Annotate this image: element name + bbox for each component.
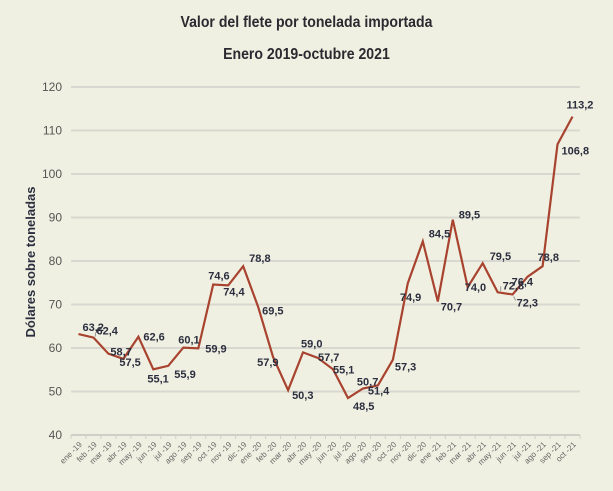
label-leader-line xyxy=(513,296,517,301)
data-label: 106,8 xyxy=(562,145,590,157)
y-tick-label: 90 xyxy=(49,211,63,225)
data-label: 50,3 xyxy=(292,390,313,402)
data-label: 74,4 xyxy=(223,286,245,298)
data-label: 48,5 xyxy=(353,401,374,413)
data-label: 51,4 xyxy=(368,385,390,397)
data-label: 72,3 xyxy=(517,297,538,309)
data-label: 74,0 xyxy=(465,282,486,294)
data-label: 113,2 xyxy=(567,100,594,112)
data-label: 76,4 xyxy=(512,277,534,289)
data-label: 63,2 xyxy=(82,322,103,334)
data-label: 69,5 xyxy=(262,306,283,318)
data-label: 84,5 xyxy=(429,228,450,240)
y-tick-label: 50 xyxy=(49,385,63,399)
data-label: 59,0 xyxy=(301,338,322,350)
data-label: 62,4 xyxy=(96,326,118,338)
y-tick-label: 120 xyxy=(42,80,62,94)
data-label: 74,9 xyxy=(400,292,421,304)
data-label: 59,9 xyxy=(205,343,226,355)
data-label: 62,6 xyxy=(143,332,164,344)
data-label: 79,5 xyxy=(490,251,511,263)
data-label: 58,7 xyxy=(110,347,131,359)
data-label: 57,5 xyxy=(119,357,140,369)
y-tick-label: 40 xyxy=(49,428,63,442)
chart-title: Valor del flete por tonelada importada xyxy=(180,14,433,31)
data-label: 89,5 xyxy=(459,210,480,222)
y-tick-label: 100 xyxy=(42,167,62,181)
data-label: 72,8 xyxy=(503,280,524,292)
data-label: 78,8 xyxy=(249,253,270,265)
data-label: 60,1 xyxy=(178,335,199,347)
data-label: 78,8 xyxy=(538,252,559,264)
y-tick-label: 80 xyxy=(49,254,63,268)
data-label: 50,7 xyxy=(357,376,378,388)
y-axis-label: Dólares sobre toneladas xyxy=(23,187,38,338)
data-label: 74,6 xyxy=(208,270,229,282)
data-label: 57,3 xyxy=(395,362,416,374)
y-tick-label: 70 xyxy=(49,298,63,312)
data-label: 55,1 xyxy=(147,373,168,385)
data-label: 55,9 xyxy=(174,369,195,381)
data-label: 57,9 xyxy=(257,357,278,369)
data-label: 55,1 xyxy=(333,364,354,376)
chart-subtitle: Enero 2019-octubre 2021 xyxy=(223,46,390,63)
y-tick-label: 60 xyxy=(49,341,63,355)
series-line xyxy=(78,116,574,400)
data-label: 57,7 xyxy=(318,352,339,364)
data-label: 70,7 xyxy=(441,301,462,313)
y-tick-label: 110 xyxy=(43,124,62,138)
